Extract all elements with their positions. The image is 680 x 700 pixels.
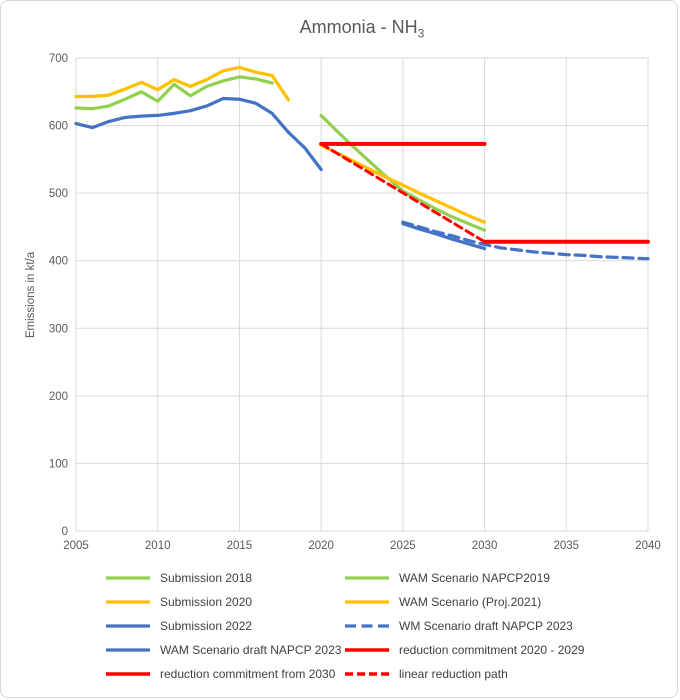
legend-item-wam-scenario-proj-2021-: WAM Scenario (Proj.2021) [344, 590, 584, 614]
legend-column-2: WAM Scenario NAPCP2019 WAM Scenario (Proj… [344, 566, 584, 686]
legend-line-swatch-icon [106, 576, 150, 580]
y-tick-label: 0 [62, 526, 68, 538]
y-tick-label: 300 [49, 323, 68, 335]
y-tick-label: 500 [49, 188, 68, 200]
x-tick-label: 2005 [63, 540, 89, 552]
chart-title-text: Ammonia - NH [299, 17, 418, 37]
legend-item-wm-scenario-draft-napcp-2023: WM Scenario draft NAPCP 2023 [344, 614, 584, 638]
legend-label: linear reduction path [399, 667, 508, 681]
legend-label: reduction commitment from 2030 [160, 667, 336, 681]
series-line-submission-2018 [74, 75, 274, 111]
legend-label: reduction commitment 2020 - 2029 [399, 643, 585, 657]
axis-ticks: 2005 2010 2015 2020 2025 2030 2035 2040 0 100 200 3… [49, 53, 661, 552]
legend-label: Submission 2018 [160, 571, 253, 585]
legend-item-reduction-commitment-2020-2029: reduction commitment 2020 - 2029 [344, 638, 584, 662]
legend-item-submission-2022: Submission 2022 [105, 614, 341, 638]
series-line-wam-scenario-draft-napcp-2023 [401, 221, 487, 251]
legend-item-wam-scenario-draft-napcp-2023: WAM Scenario draft NAPCP 2023 [105, 638, 341, 662]
y-tick-label: 200 [49, 391, 68, 403]
gridlines [75, 57, 649, 532]
legend-line-swatch-icon [345, 600, 389, 604]
legend-item-submission-2018: Submission 2018 [105, 566, 341, 590]
x-tick-label: 2035 [553, 540, 579, 552]
y-tick-label: 400 [49, 256, 68, 268]
legend-label: Submission 2022 [160, 619, 253, 633]
legend-line-swatch-icon [345, 648, 389, 652]
legend-line-swatch-icon [106, 648, 150, 652]
legend-line-swatch-icon [106, 672, 150, 676]
data-series [74, 65, 650, 261]
legend-line-swatch-icon [345, 672, 389, 676]
y-tick-label: 700 [49, 53, 68, 65]
legend-item-reduction-commitment-from-2030: reduction commitment from 2030 [105, 662, 341, 686]
y-tick-label: 100 [49, 458, 68, 470]
legend-line-swatch-icon [106, 600, 150, 604]
legend-label: WM Scenario draft NAPCP 2023 [399, 619, 573, 633]
chart-title-subscript: 3 [417, 26, 425, 41]
chart-title: Ammonia - NH3 [76, 17, 648, 41]
legend-item-submission-2020: Submission 2020 [105, 590, 341, 614]
x-tick-label: 2030 [472, 540, 498, 552]
legend-item-linear-reduction-path: linear reduction path [344, 662, 584, 686]
x-tick-label: 2010 [145, 540, 171, 552]
series-line-submission-2020 [74, 65, 291, 102]
legend-column-1: Submission 2018 Submission 2020 Submission… [105, 566, 341, 686]
legend-label: WAM Scenario NAPCP2019 [399, 571, 550, 585]
legend-item-wam-scenario-napcp2019: WAM Scenario NAPCP2019 [344, 566, 584, 590]
legend-label: WAM Scenario (Proj.2021) [399, 595, 542, 609]
plot-area: 2005 2010 2015 2020 2025 2030 2035 2040 0 100 200 3… [25, 53, 661, 552]
x-tick-label: 2015 [227, 540, 253, 552]
x-tick-label: 2040 [635, 540, 661, 552]
legend-line-swatch-icon [345, 576, 389, 580]
series-line-wm-scenario-draft-napcp-2023 [401, 220, 650, 261]
x-tick-label: 2025 [390, 540, 416, 552]
series-line-linear-reduction-path [319, 142, 487, 244]
y-tick-label: 600 [49, 121, 68, 133]
series-line-submission-2022 [74, 96, 323, 172]
legend-line-swatch-icon [345, 624, 389, 628]
legend-line-swatch-icon [106, 624, 150, 628]
legend-label: Submission 2020 [160, 595, 253, 609]
x-tick-label: 2020 [308, 540, 334, 552]
y-axis-title: Emissions in kt/a [25, 251, 37, 338]
legend-label: WAM Scenario draft NAPCP 2023 [160, 643, 342, 657]
